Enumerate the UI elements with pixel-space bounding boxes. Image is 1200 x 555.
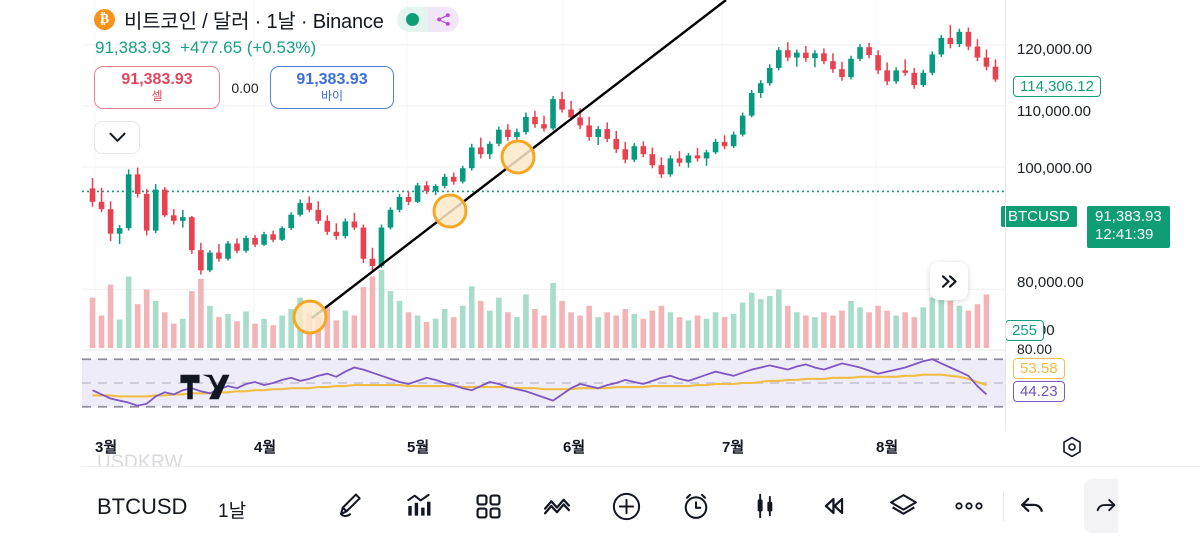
- candlestick-icon: [757, 493, 773, 519]
- chevron-down-icon: [108, 132, 126, 142]
- layers-button[interactable]: [882, 485, 924, 527]
- buy-button[interactable]: 91,383.93 바이: [270, 66, 394, 109]
- time-tick-2: 5월: [407, 439, 430, 456]
- undo-button[interactable]: [1011, 485, 1053, 527]
- price-plot-area[interactable]: [82, 0, 1005, 466]
- alerts-button[interactable]: [675, 485, 717, 527]
- bar-replay-button[interactable]: [813, 485, 855, 527]
- add-button[interactable]: [605, 485, 647, 527]
- price-tick-2: 100,000.00: [1017, 160, 1093, 177]
- time-tick-1: 4월: [254, 439, 277, 456]
- time-tick-5: 8월: [876, 439, 899, 456]
- toolbar-separator: [1003, 491, 1004, 521]
- sell-price: 91,383.93: [121, 71, 193, 89]
- time-tick-3: 6월: [563, 439, 586, 456]
- patterns-button[interactable]: [536, 485, 578, 527]
- undo-icon: [1021, 497, 1043, 512]
- chart-stage[interactable]: 120,000.00 114,306.12 110,000.00 100,000…: [82, 0, 1200, 466]
- layouts-button[interactable]: [467, 485, 509, 527]
- price-tick-3: 80,000.00: [1017, 274, 1084, 291]
- fast-forward-icon: [941, 274, 957, 288]
- time-axis[interactable]: 3월 4월 5월 6월 7월 8월: [82, 430, 1200, 466]
- toolbar-interval[interactable]: 1날: [218, 501, 247, 522]
- price-scale[interactable]: 120,000.00 114,306.12 110,000.00 100,000…: [1001, 0, 1200, 466]
- price-tick-1: 110,000.00: [1017, 103, 1091, 120]
- tradingview-logo: [180, 374, 230, 400]
- volume-badge: 255: [1005, 320, 1045, 341]
- last-price-badge: 114,306.12: [1013, 76, 1101, 97]
- add-plus-icon: [612, 492, 640, 520]
- price-tick-0: 120,000.00: [1017, 41, 1093, 58]
- buy-label: 바이: [320, 89, 344, 104]
- more-options-icon: [955, 502, 983, 510]
- redo-icon: [1096, 499, 1116, 512]
- more-options-button[interactable]: [948, 485, 990, 527]
- crosshair-price: 91,383.93: [1095, 208, 1162, 225]
- buy-price: 91,383.93: [296, 71, 368, 89]
- scale-divider: [1005, 0, 1006, 430]
- sell-label: 셀: [151, 89, 163, 104]
- volume-axis-label: 80.00: [1017, 341, 1053, 357]
- time-tick-4: 7월: [722, 439, 745, 456]
- crosshair-symbol-tag: BTCUSD: [1001, 206, 1077, 227]
- timezone-settings-icon[interactable]: [1060, 435, 1084, 459]
- scroll-to-realtime-button[interactable]: [930, 262, 968, 300]
- rsi-value-badge: 44.23: [1013, 381, 1065, 402]
- sell-button[interactable]: 91,383.93 셀: [94, 66, 220, 109]
- candlestick-svg: [82, 0, 1005, 408]
- chart-indicator-icon: [407, 493, 431, 516]
- crosshair-time: 12:41:39: [1095, 226, 1154, 244]
- alert-clock-icon: [684, 493, 708, 519]
- layers-icon: [889, 493, 917, 515]
- layout-grid-icon: [476, 494, 500, 518]
- indicators-button[interactable]: [398, 485, 440, 527]
- toolbar-symbol[interactable]: BTCUSD: [97, 494, 188, 519]
- chart-type-button[interactable]: [744, 485, 786, 527]
- replay-rewind-icon: [824, 497, 844, 515]
- draw-pen-button[interactable]: [329, 485, 371, 527]
- redo-button[interactable]: [1084, 479, 1118, 533]
- patterns-icon: [543, 498, 570, 514]
- buy-sell-row: 91,383.93 셀 0.00 91,383.93 바이: [82, 58, 1005, 109]
- time-tick-0: 3월: [95, 439, 118, 456]
- crosshair-value-tag: 91,383.93 12:41:39: [1087, 206, 1170, 248]
- bottom-toolbar: BTCUSD 1날: [82, 466, 1200, 555]
- draw-pen-icon: [339, 493, 361, 518]
- rsi-ma-badge: 53.58: [1013, 358, 1065, 379]
- collapse-header-button[interactable]: [94, 121, 140, 154]
